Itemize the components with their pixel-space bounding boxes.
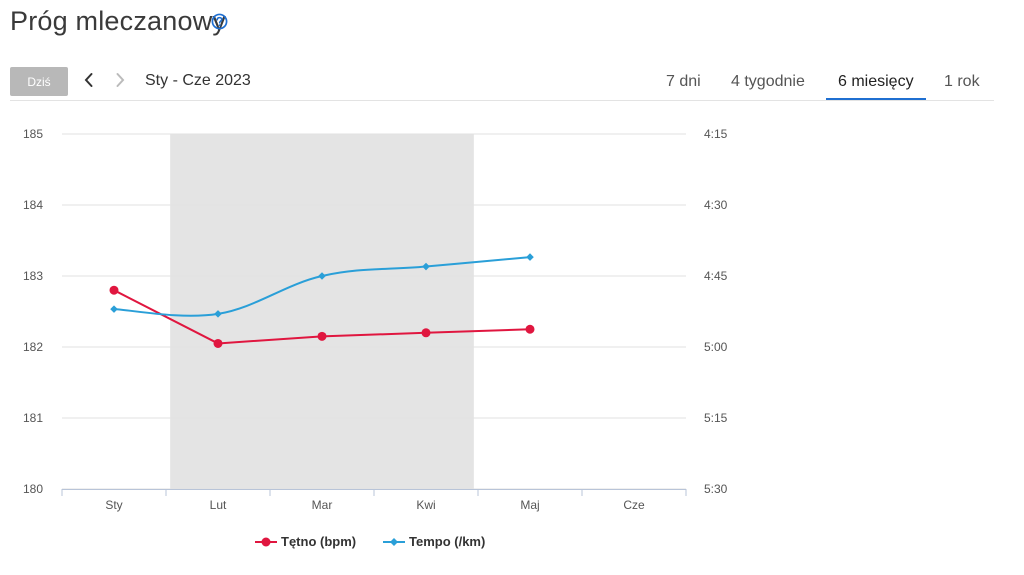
y-right-tick-label: 4:15	[704, 127, 728, 141]
pace-point	[422, 262, 430, 271]
y-right-tick-label: 5:00	[704, 340, 728, 354]
today-button[interactable]: Dziś	[10, 67, 68, 96]
chevron-left-icon[interactable]	[82, 70, 96, 90]
y-right-tick-label: 4:45	[704, 269, 728, 283]
legend-pace[interactable]: Tempo (/km)	[383, 534, 485, 549]
x-tick-label: Kwi	[416, 498, 435, 512]
tab-4-weeks[interactable]: 4 tygodnie	[731, 73, 805, 90]
pace-point	[214, 310, 222, 318]
y-left-tick-label: 182	[23, 340, 43, 354]
x-tick-label: Lut	[210, 498, 227, 512]
pace-point	[110, 305, 118, 313]
x-tick-label: Sty	[105, 498, 122, 512]
y-left-tick-label: 183	[23, 269, 43, 283]
x-tick-label: Maj	[520, 498, 539, 512]
help-circle-icon[interactable]	[211, 13, 228, 30]
date-range-label: Sty - Cze 2023	[145, 72, 251, 89]
heart-rate-point	[421, 328, 431, 338]
heart-rate-point	[109, 285, 119, 295]
x-tick-label: Cze	[623, 498, 645, 512]
shaded-band	[170, 134, 474, 489]
y-right-tick-label: 5:15	[704, 411, 728, 425]
heart-rate-point	[213, 338, 223, 348]
chevron-right-icon[interactable]	[113, 70, 127, 90]
legend-heart-rate-marker	[255, 537, 277, 546]
y-left-tick-label: 180	[23, 482, 43, 496]
y-right-tick-label: 5:30	[704, 482, 728, 496]
tab-1-year[interactable]: 1 rok	[944, 73, 980, 90]
y-left-tick-label: 184	[23, 198, 43, 212]
header-divider	[10, 100, 994, 101]
page-title: Próg mleczanowy	[10, 6, 227, 36]
x-tick-label: Mar	[312, 498, 333, 512]
heart-rate-point	[525, 324, 535, 334]
legend-heart-rate-label: Tętno (bpm)	[281, 534, 357, 549]
tab-7-days[interactable]: 7 dni	[666, 73, 701, 90]
pace-point	[526, 253, 534, 261]
y-left-tick-label: 185	[23, 127, 43, 141]
tab-6-months[interactable]: 6 miesięcy	[826, 64, 926, 100]
y-right-tick-label: 4:30	[704, 198, 728, 212]
legend-heart-rate[interactable]: Tętno (bpm)	[255, 534, 356, 549]
heart-rate-point	[317, 331, 327, 341]
y-left-tick-label: 181	[23, 411, 43, 425]
legend-pace-label: Tempo (/km)	[409, 534, 486, 549]
legend-pace-marker	[383, 537, 405, 546]
pace-point	[318, 272, 326, 280]
